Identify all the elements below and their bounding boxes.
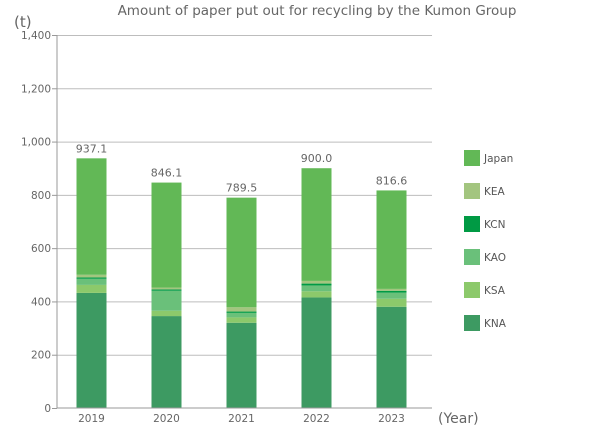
legend-label-kcn: KCN [484,219,506,231]
bar-segment-kea-2022 [301,280,332,284]
x-axis-ticks: 2019 2020 2021 2022 2023 [78,413,405,425]
x-tick-label: 2019 [78,413,105,425]
bar-segment-ksa-2020 [151,310,182,317]
legend-swatch-kao [464,249,480,265]
y-axis-unit-label: (t) [14,13,32,31]
bar-segment-kcn-2021 [226,311,257,313]
x-tick-label: 2022 [303,413,330,425]
bar-segment-kcn-2023 [376,290,407,293]
total-label-2022: 900.0 [301,152,333,165]
legend-label-kna: KNA [484,318,507,330]
bar-segment-kcn-2020 [151,289,182,291]
total-label-2023: 816.6 [376,174,408,187]
bar-segment-kna-2022 [301,297,332,408]
bar-segment-kao-2021 [226,312,257,318]
legend-swatch-ksa [464,282,480,298]
total-label-2020: 846.1 [151,167,183,180]
bar-segment-japan-2023 [376,190,407,289]
bar-segment-ksa-2023 [376,298,407,307]
bar-segment-kna-2021 [226,322,257,408]
y-tick-label: 1,400 [21,30,51,42]
bars [76,158,407,408]
bar-segment-kea-2023 [376,288,407,291]
x-tick-label: 2020 [153,413,180,425]
y-tick-label: 600 [31,243,51,255]
legend-label-kea: KEA [484,186,506,198]
y-tick-label: 1,000 [21,137,51,149]
chart-title: Amount of paper put out for recycling by… [118,3,517,19]
legend-label-japan: Japan [483,153,513,165]
legend-swatch-kna [464,315,480,331]
x-tick-label: 2021 [228,413,255,425]
bar-segment-kao-2022 [301,285,332,292]
legend-swatch-japan [464,150,480,166]
total-label-2019: 937.1 [76,142,108,155]
bar-segment-ksa-2019 [76,284,107,293]
y-tick-label: 1,200 [21,83,51,95]
legend: Japan KEA KCN KAO KSA KNA [464,150,513,331]
bar-segment-japan-2022 [301,168,332,281]
bar-segment-kea-2019 [76,274,107,278]
bar-segment-kea-2021 [226,307,257,312]
bar-segment-japan-2019 [76,158,107,275]
legend-label-ksa: KSA [484,285,506,297]
bar-segment-japan-2021 [226,197,257,308]
bar-segment-japan-2020 [151,182,182,288]
x-axis-unit-label: (Year) [438,411,479,427]
legend-label-kao: KAO [484,252,506,264]
y-tick-label: 0 [44,403,51,415]
y-tick-label: 200 [31,350,51,362]
bar-segment-kna-2019 [76,292,107,408]
bar-segment-kcn-2019 [76,277,107,279]
bar-segment-ksa-2022 [301,291,332,298]
x-tick-label: 2023 [378,413,405,425]
bar-segment-kea-2020 [151,287,182,290]
y-axis-ticks: 0 200 400 600 800 1,000 1,200 1,400 [21,30,57,415]
bar-segment-kao-2020 [151,290,182,311]
total-label-2021: 789.5 [226,182,258,195]
bar-segment-kna-2020 [151,316,182,408]
bar-segment-kao-2019 [76,278,107,285]
bar-segment-kcn-2022 [301,283,332,286]
y-tick-label: 800 [31,190,51,202]
y-tick-label: 400 [31,296,51,308]
legend-swatch-kea [464,183,480,199]
bar-segment-ksa-2021 [226,317,257,323]
bar-segment-kna-2023 [376,306,407,408]
bar-segment-kao-2023 [376,292,407,299]
legend-swatch-kcn [464,216,480,232]
total-labels: 937.1 846.1 789.5 900.0 816.6 [76,142,408,194]
